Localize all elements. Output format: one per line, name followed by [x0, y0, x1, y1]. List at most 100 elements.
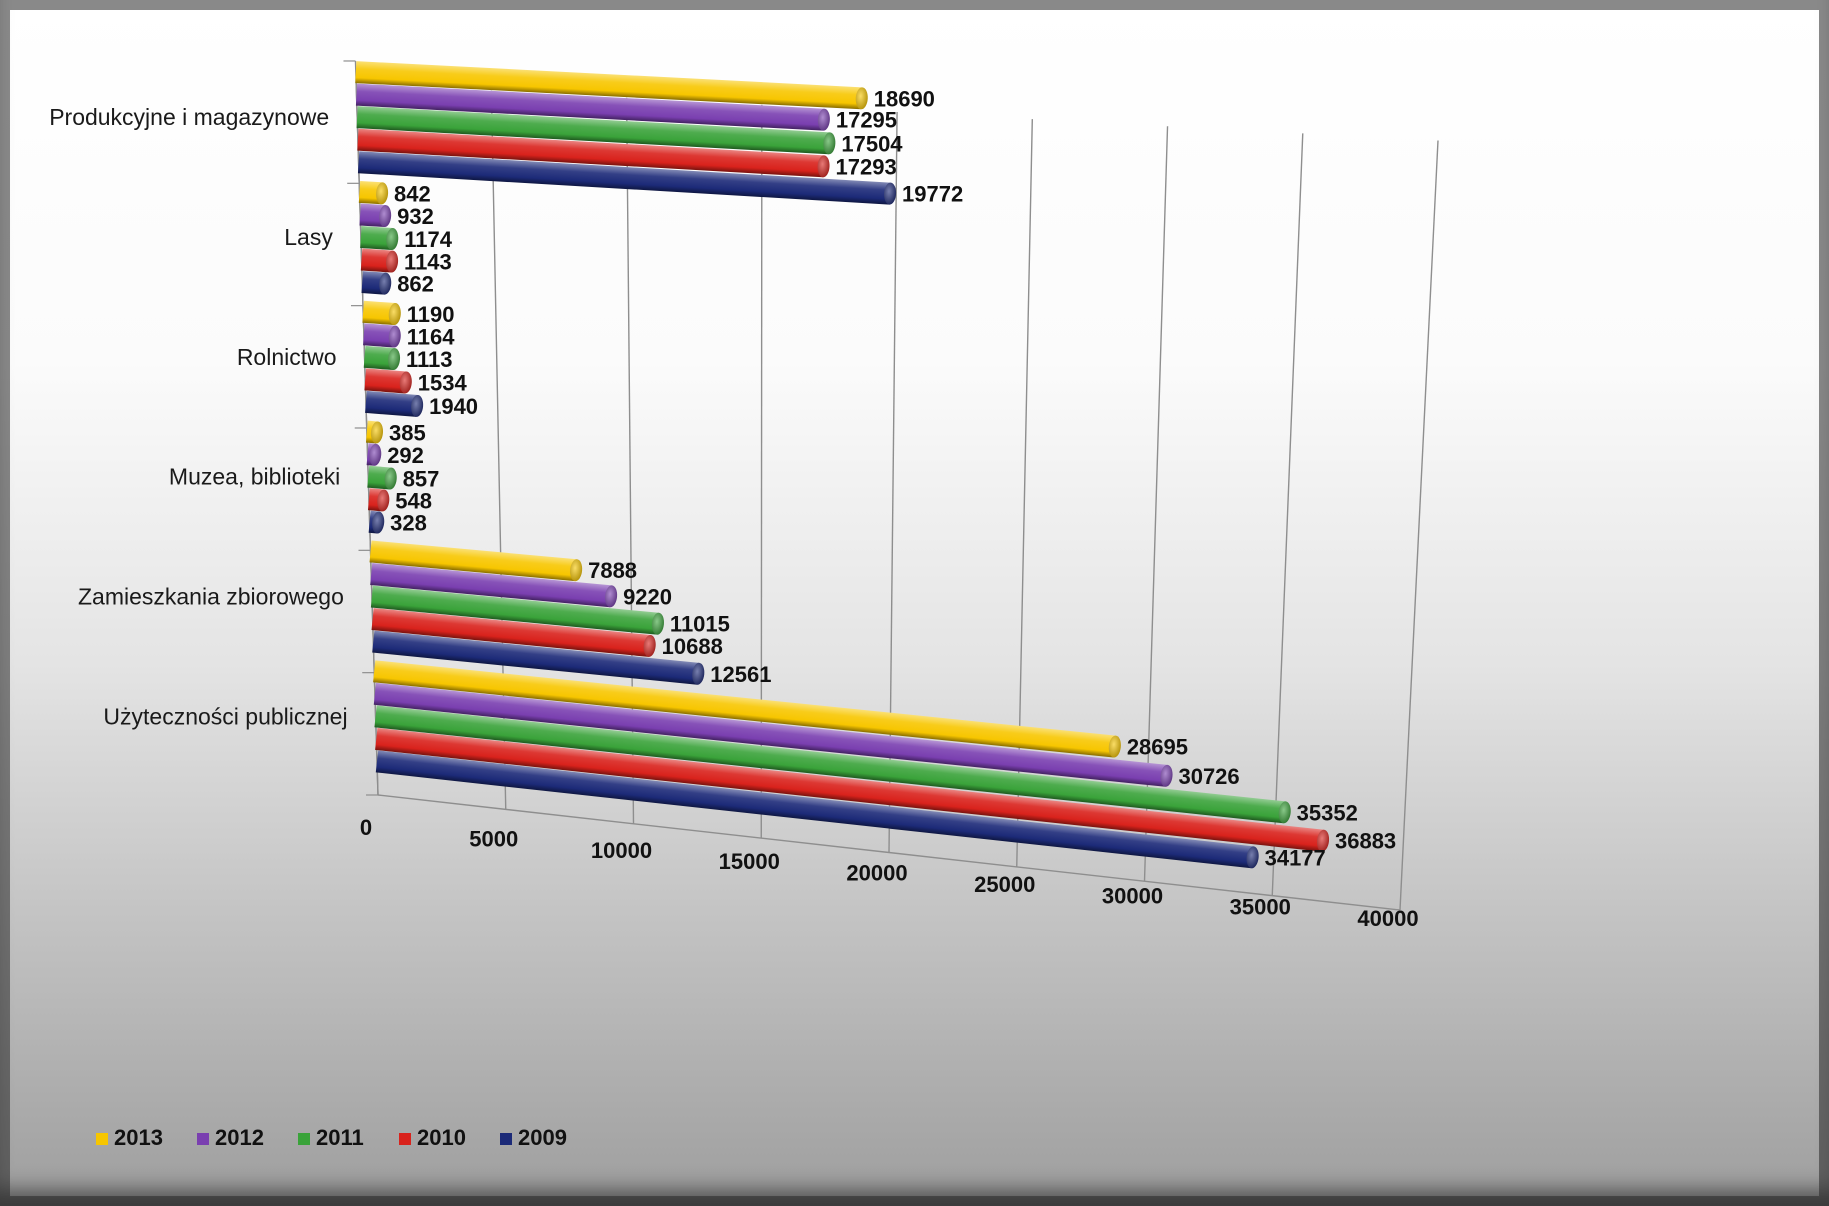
bar-2012 [359, 203, 392, 228]
category-label: Zamieszkania zbiorowego [78, 584, 344, 610]
category-labels: Produkcyjne i magazynowe Lasy Rolnictwo Muz… [49, 104, 347, 729]
data-label: 17504 [841, 131, 903, 156]
bar-2010 [364, 368, 412, 394]
bar-body [372, 630, 700, 685]
data-label: 11015 [670, 612, 730, 637]
category-label: Użyteczności publicznej [103, 703, 347, 729]
bar-cap [692, 662, 705, 685]
bar-body [363, 345, 395, 371]
bar-2011 [363, 345, 401, 371]
data-label: 1164 [407, 325, 455, 350]
bar-cap [1278, 801, 1291, 824]
data-label: 1113 [406, 347, 453, 372]
legend-label: 2010 [417, 1125, 466, 1150]
bar-cap [388, 303, 401, 326]
bar-2009 [372, 630, 705, 685]
bar-body [355, 61, 863, 110]
bar-cap [372, 511, 385, 534]
bar-cap [379, 272, 392, 295]
bar-body [359, 203, 386, 228]
data-label: 17295 [836, 108, 897, 133]
data-label: 35352 [1297, 800, 1358, 825]
gridline [1399, 140, 1439, 911]
x-tick-label: 30000 [1102, 883, 1163, 908]
data-label: 385 [389, 420, 426, 445]
data-label: 34177 [1265, 845, 1326, 870]
bar-2011 [356, 106, 836, 155]
bar-cap [388, 325, 401, 348]
legend-swatch [399, 1133, 411, 1145]
bar-body [360, 226, 393, 251]
bar-body [373, 660, 1116, 758]
legend-label: 2012 [215, 1125, 264, 1150]
bar-2010 [375, 727, 1330, 852]
bar-2009 [375, 750, 1259, 869]
bar-cap [379, 205, 392, 228]
category-axis-floor [377, 794, 1401, 911]
bar-body [357, 151, 891, 205]
bar-2010 [367, 488, 390, 512]
bar-2010 [371, 608, 656, 657]
data-label: 18690 [874, 86, 935, 111]
data-label: 932 [397, 204, 434, 229]
bar-cap [817, 155, 830, 178]
data-label: 862 [397, 272, 434, 297]
bar-2013 [355, 61, 868, 110]
data-label: 10688 [662, 634, 723, 659]
bar-cap [377, 489, 390, 512]
bar-cap [411, 394, 424, 417]
data-label: 17293 [836, 154, 897, 179]
data-label: 842 [394, 181, 431, 206]
bar-body [369, 540, 578, 582]
data-label: 1940 [429, 394, 478, 419]
bar-2013 [365, 420, 384, 444]
bar-body [360, 248, 393, 273]
bar-2011 [367, 465, 397, 490]
bar-2011 [370, 585, 664, 635]
bar-cap [817, 108, 830, 131]
category-label: Produkcyjne i magazynowe [49, 104, 329, 130]
bar-cap [643, 634, 656, 657]
bar-cap [386, 228, 399, 251]
bar-cap [369, 443, 382, 466]
bar-cap [570, 559, 583, 582]
x-tick-label: 10000 [591, 838, 652, 863]
bar-cap [605, 585, 618, 608]
bar-2012 [355, 83, 830, 131]
legend-swatch [96, 1133, 108, 1145]
bar-2009 [368, 510, 385, 534]
data-label: 1174 [404, 227, 452, 252]
bar-body [371, 608, 651, 657]
x-tick-label: 40000 [1357, 906, 1418, 931]
bar-body [364, 368, 407, 394]
x-tick-label: 20000 [846, 861, 907, 886]
bar-cap [386, 250, 399, 273]
bar-2013 [369, 540, 583, 582]
bar-cap [376, 182, 389, 205]
bar-cap [651, 612, 664, 635]
data-label: 12561 [710, 662, 771, 687]
data-label: 36883 [1335, 829, 1396, 854]
x-tick-label: 5000 [469, 826, 518, 851]
bar-2010 [360, 248, 399, 273]
legend-label: 2009 [518, 1125, 567, 1150]
data-label: 1143 [404, 250, 452, 275]
gridline [1271, 133, 1304, 896]
bar-body [357, 128, 825, 178]
legend-swatch [298, 1133, 310, 1145]
bar-2011 [374, 705, 1291, 824]
bar-2009 [357, 151, 897, 205]
x-tick-label: 0 [360, 815, 372, 840]
bar-2009 [361, 271, 392, 295]
category-label: Rolnictwo [237, 344, 337, 370]
bar-body [373, 682, 1168, 787]
bar-body [362, 300, 396, 325]
legend: 2013 2012 2011 2010 2009 [96, 1125, 567, 1150]
x-tick-label: 15000 [719, 849, 780, 874]
bar-body [365, 390, 418, 417]
bar-2013 [358, 180, 389, 205]
bar-2012 [373, 682, 1173, 787]
bar-body [363, 323, 396, 348]
